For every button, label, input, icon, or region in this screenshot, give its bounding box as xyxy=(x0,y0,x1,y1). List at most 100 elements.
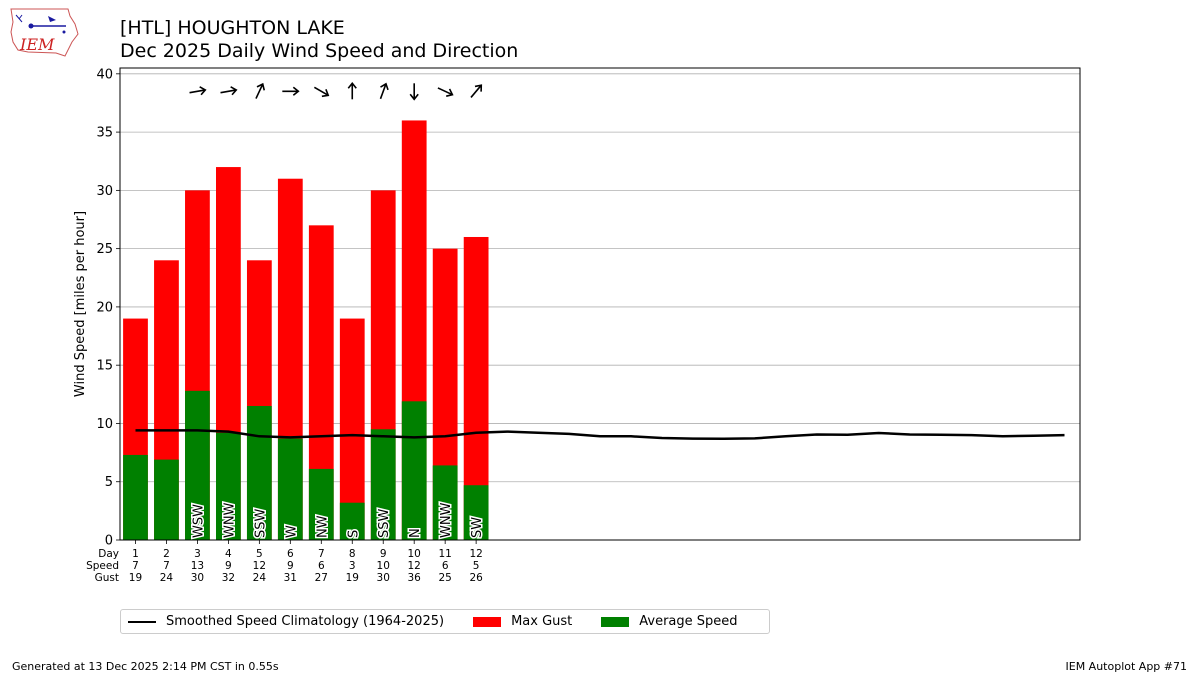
x-label-row2-day-8: 19 xyxy=(346,572,359,584)
arrow-shaft-day-3 xyxy=(189,89,206,94)
x-label-row2-day-2: 24 xyxy=(160,572,174,584)
x-label-row1-day-11: 6 xyxy=(442,560,449,572)
x-label-row0-day-2: 2 xyxy=(163,548,170,560)
x-label-row0-day-10: 10 xyxy=(408,548,421,560)
avg-bar-day-5 xyxy=(246,405,272,540)
direction-arrow-day-11 xyxy=(437,87,454,97)
arrow-shaft-day-7 xyxy=(313,86,329,97)
direction-arrow-day-4 xyxy=(220,86,238,96)
x-label-row0-day-7: 7 xyxy=(318,548,325,560)
legend-label-average-speed: Average Speed xyxy=(639,614,738,629)
direction-label-day-3: WSW xyxy=(191,504,206,538)
direction-label-day-10: N xyxy=(408,528,423,538)
logo-text: IEM xyxy=(19,35,55,54)
arrow-head-day-9 xyxy=(380,82,389,91)
direction-arrow-day-7 xyxy=(313,86,330,98)
arrow-head-day-8 xyxy=(347,82,357,89)
x-label-row2-day-12: 26 xyxy=(469,572,483,584)
y-tick-label-35: 35 xyxy=(96,126,113,141)
direction-arrow-day-10 xyxy=(409,83,419,101)
x-label-row0-day-4: 4 xyxy=(225,548,232,560)
avg-bar-day-3 xyxy=(185,390,210,540)
legend-label-climatology: Smoothed Speed Climatology (1964-2025) xyxy=(166,614,445,629)
x-label-row2-day-1: 19 xyxy=(129,572,142,584)
arrow-shaft-day-12 xyxy=(470,84,482,98)
direction-label-day-9: SSW xyxy=(377,508,392,538)
avg-bar-day-12 xyxy=(463,485,489,540)
x-row-label-gust: Gust xyxy=(95,572,119,584)
legend: Smoothed Speed Climatology (1964-2025) M… xyxy=(120,609,770,634)
x-label-row1-day-6: 9 xyxy=(287,560,294,572)
legend-label-max-gust: Max Gust xyxy=(511,614,573,629)
chart-title: [HTL] HOUGHTON LAKE xyxy=(120,17,345,39)
legend-item-max-gust: Max Gust xyxy=(473,614,572,629)
y-tick-label-15: 15 xyxy=(96,359,113,374)
y-tick-label-30: 30 xyxy=(96,184,113,199)
direction-arrow-day-12 xyxy=(470,84,483,98)
avg-bar-day-1 xyxy=(123,454,148,540)
x-label-row1-day-4: 9 xyxy=(225,560,232,572)
direction-arrow-day-8 xyxy=(347,82,357,100)
x-label-row0-day-3: 3 xyxy=(194,548,201,560)
arrow-shaft-day-4 xyxy=(220,89,237,94)
x-label-row1-day-12: 5 xyxy=(473,560,480,572)
bars xyxy=(123,120,489,541)
avg-bar-day-10 xyxy=(401,401,427,540)
direction-label-day-5: SSW xyxy=(253,508,268,538)
arrow-head-day-5 xyxy=(256,82,266,91)
x-label-row1-day-2: 7 xyxy=(163,560,170,572)
arrow-head-day-11 xyxy=(446,88,454,97)
arrow-shaft-day-11 xyxy=(437,87,453,96)
y-tick-label-20: 20 xyxy=(96,300,113,315)
x-label-row0-day-11: 11 xyxy=(438,548,451,560)
x-label-row1-day-10: 12 xyxy=(408,560,421,572)
y-tick-label-25: 25 xyxy=(96,242,113,257)
x-row-label-speed: Speed xyxy=(86,560,119,572)
arrow-shaft-day-9 xyxy=(379,83,387,100)
x-label-row2-day-4: 32 xyxy=(222,572,235,584)
chart-subtitle: Dec 2025 Daily Wind Speed and Direction xyxy=(120,40,519,62)
x-label-row2-day-5: 24 xyxy=(253,572,267,584)
x-label-row2-day-7: 27 xyxy=(315,572,328,584)
arrow-head-day-7 xyxy=(321,89,330,98)
x-label-row1-day-1: 7 xyxy=(132,560,139,572)
avg-bar-day-7 xyxy=(308,468,334,540)
x-label-row0-day-6: 6 xyxy=(287,548,294,560)
x-label-row1-day-5: 12 xyxy=(253,560,266,572)
direction-labels: WSW WNW SSW W NW S SSW N WNW SW xyxy=(190,501,487,540)
direction-arrows xyxy=(189,82,483,101)
y-tick-label-10: 10 xyxy=(96,417,113,432)
direction-arrow-day-6 xyxy=(282,86,300,96)
x-label-row2-day-9: 30 xyxy=(377,572,390,584)
x-axis: 1719272431330493251224693176278319910301… xyxy=(86,540,483,584)
direction-label-day-11: WNW xyxy=(439,502,454,538)
x-label-row0-day-5: 5 xyxy=(256,548,263,560)
y-tick-label-5: 5 xyxy=(105,475,113,490)
arrow-head-day-10 xyxy=(409,93,419,101)
avg-bar-day-9 xyxy=(370,429,396,540)
legend-item-climatology: Smoothed Speed Climatology (1964-2025) xyxy=(128,614,444,629)
avg-bar-day-6 xyxy=(277,438,303,540)
arrow-shaft-day-5 xyxy=(255,83,264,99)
x-label-row2-day-3: 30 xyxy=(191,572,204,584)
avg-bar-day-4 xyxy=(216,432,241,540)
avg-bar-day-11 xyxy=(432,465,458,540)
legend-swatch-max-gust xyxy=(473,616,502,627)
y-axis: 0 5 10 15 20 25 30 35 40 xyxy=(96,67,120,549)
x-label-row1-day-8: 3 xyxy=(349,560,356,572)
direction-arrow-day-9 xyxy=(379,82,389,100)
direction-arrow-day-3 xyxy=(189,86,207,96)
x-label-row0-day-9: 9 xyxy=(380,548,387,560)
y-tick-label-40: 40 xyxy=(96,67,113,82)
legend-swatch-climatology xyxy=(128,620,156,623)
arrow-head-day-3 xyxy=(199,86,207,96)
direction-label-day-4: WNW xyxy=(222,502,237,538)
y-tick-label-0: 0 xyxy=(105,534,113,549)
direction-label-day-8: S xyxy=(346,530,361,538)
climatology-line xyxy=(135,429,1065,441)
x-label-row0-day-12: 12 xyxy=(469,548,482,560)
x-label-row1-day-7: 6 xyxy=(318,560,325,572)
x-row-label-day: Day xyxy=(98,548,119,560)
plot-frame xyxy=(119,67,1081,541)
x-label-row2-day-10: 36 xyxy=(408,572,422,584)
